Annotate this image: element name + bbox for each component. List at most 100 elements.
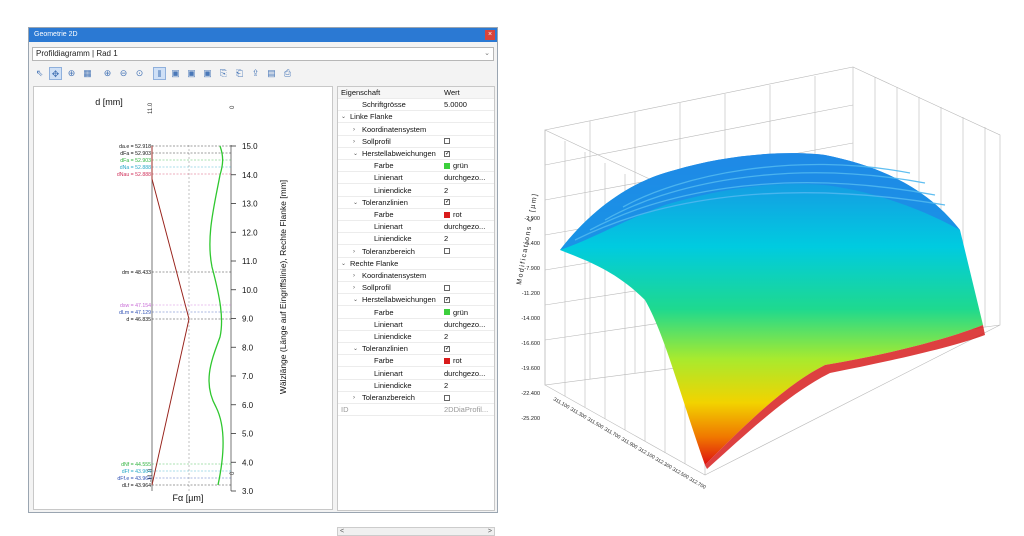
property-value[interactable]: ✓: [444, 343, 450, 355]
print-icon[interactable]: ⎙: [283, 68, 292, 78]
property-value[interactable]: [444, 246, 450, 258]
z-tick-label: -19.600: [521, 366, 540, 372]
property-row[interactable]: ⌄ Herstellabweichungen ✓: [338, 294, 494, 307]
base-tick-label: 311.100: [552, 397, 571, 411]
property-row[interactable]: ⌄ Herstellabweichungen ✓: [338, 148, 494, 160]
property-value[interactable]: 2: [444, 380, 449, 390]
property-row[interactable]: Farbe rot: [338, 209, 494, 221]
property-row[interactable]: Linienart durchgezo...: [338, 368, 494, 380]
property-value[interactable]: ✓: [444, 294, 450, 306]
property-value[interactable]: 2: [444, 332, 449, 341]
property-row[interactable]: ⌄ Rechte Flanke: [338, 258, 494, 270]
property-value[interactable]: 2: [444, 185, 449, 195]
property-grid: Eigenschaft Wert Schriftgrösse 5.0000 ⌄ Lin…: [337, 86, 495, 511]
checkbox-icon[interactable]: ✓: [444, 296, 451, 303]
expand-right-icon[interactable]: ›: [353, 395, 355, 401]
zoom-window-icon[interactable]: ⊕: [67, 68, 76, 78]
expand-right-icon[interactable]: ›: [353, 248, 355, 255]
property-value[interactable]: grün: [444, 160, 468, 172]
diagram-select[interactable]: Profildiagramm | Rad 1 ⌄: [32, 47, 494, 61]
expand-down-icon[interactable]: ⌄: [353, 199, 359, 206]
property-value[interactable]: 5.0000: [444, 100, 467, 110]
property-row[interactable]: ID 2DDiaProfil...: [338, 404, 494, 417]
property-value[interactable]: ✓: [444, 197, 450, 209]
copy-icon[interactable]: ⎘: [219, 68, 228, 78]
property-row[interactable]: Farbe grün: [338, 160, 494, 173]
expand-down-icon[interactable]: ⌄: [353, 297, 359, 304]
property-row[interactable]: › Toleranzbereich: [338, 392, 494, 404]
property-row[interactable]: ⌄ Toleranzlinien ✓: [338, 343, 494, 356]
expand-right-icon[interactable]: ›: [353, 138, 355, 145]
checkbox-icon[interactable]: [444, 284, 450, 291]
zoom-out-icon[interactable]: ⊖: [119, 68, 128, 78]
property-value[interactable]: durchgezo...: [444, 173, 486, 183]
view-1-icon[interactable]: ▣: [171, 68, 180, 78]
property-row[interactable]: Liniendicke 2: [338, 331, 494, 343]
checkbox-icon[interactable]: [444, 394, 450, 401]
chevron-down-icon: ⌄: [484, 50, 490, 57]
scroll-left-button[interactable]: <: [340, 528, 345, 535]
close-button[interactable]: ×: [485, 30, 495, 40]
checkbox-icon[interactable]: [444, 248, 450, 255]
export-icon[interactable]: ⇪: [251, 68, 260, 78]
zoom-fit-icon[interactable]: ⊙: [135, 68, 144, 78]
property-value[interactable]: durchgezo...: [444, 319, 486, 329]
property-row[interactable]: › Koordinatensystem: [338, 270, 494, 282]
checkbox-icon[interactable]: ✓: [444, 345, 451, 352]
property-row[interactable]: › Sollprofil: [338, 282, 494, 295]
property-row[interactable]: ⌄ Toleranzlinien ✓: [338, 197, 494, 209]
expand-down-icon[interactable]: ⌄: [341, 260, 347, 267]
checkbox-icon[interactable]: [444, 138, 450, 145]
property-value[interactable]: ✓: [444, 148, 450, 160]
expand-down-icon[interactable]: ⌄: [353, 346, 359, 353]
property-value[interactable]: rot: [444, 209, 462, 221]
window-titlebar: Geometrie 2D ×: [29, 28, 497, 42]
scroll-right-button[interactable]: >: [487, 528, 492, 535]
property-value[interactable]: durchgezo...: [444, 222, 486, 232]
property-value[interactable]: [444, 282, 450, 294]
save-icon[interactable]: ▤: [267, 68, 276, 78]
property-value[interactable]: grün: [444, 307, 468, 319]
profile-diagram: d [mm] Fα [µm] Wälzlänge (Länge auf Eing…: [33, 86, 333, 510]
property-value[interactable]: 2: [444, 234, 449, 244]
property-row[interactable]: Linienart durchgezo...: [338, 319, 494, 331]
checkbox-icon[interactable]: ✓: [444, 150, 451, 157]
property-row[interactable]: Liniendicke 2: [338, 233, 494, 246]
property-row[interactable]: Linienart durchgezo...: [338, 221, 494, 234]
property-row[interactable]: ⌄ Linke Flanke: [338, 111, 494, 124]
property-row[interactable]: Liniendicke 2: [338, 185, 494, 197]
expand-down-icon[interactable]: ⌄: [353, 151, 359, 157]
table-icon[interactable]: ▦: [83, 68, 92, 78]
mirror-axis-icon[interactable]: ⦀: [153, 67, 166, 80]
property-row[interactable]: › Koordinatensystem: [338, 124, 494, 136]
property-row[interactable]: › Toleranzbereich: [338, 246, 494, 258]
property-name: Sollprofil: [362, 136, 391, 146]
property-row[interactable]: Farbe grün: [338, 307, 494, 319]
color-value: grün: [453, 161, 469, 171]
property-value[interactable]: [444, 136, 450, 148]
view-2-icon[interactable]: ▣: [187, 68, 196, 78]
property-value[interactable]: rot: [444, 355, 462, 367]
property-row[interactable]: Liniendicke 2: [338, 380, 494, 392]
expand-right-icon[interactable]: ›: [353, 285, 355, 292]
expand-right-icon[interactable]: ›: [353, 126, 355, 133]
checkbox-icon[interactable]: ✓: [444, 199, 451, 206]
property-value[interactable]: [444, 392, 450, 404]
property-row[interactable]: Linienart durchgezo...: [338, 172, 494, 185]
expand-right-icon[interactable]: ›: [353, 273, 355, 279]
zoom-in-icon[interactable]: ⊕: [103, 68, 112, 78]
property-row[interactable]: Schriftgrösse 5.0000: [338, 99, 494, 112]
paste-icon[interactable]: ⎗: [235, 68, 244, 78]
z-tick-label: -25.200: [521, 416, 540, 422]
y-tick-label: 14.0: [242, 171, 258, 180]
property-value[interactable]: durchgezo...: [444, 368, 486, 378]
expand-down-icon[interactable]: ⌄: [341, 114, 347, 121]
diameter-label: dLf = 43.964: [122, 483, 151, 489]
property-row[interactable]: Farbe rot: [338, 355, 494, 368]
property-row[interactable]: › Sollprofil: [338, 136, 494, 148]
property-value[interactable]: 2DDiaProfil...: [444, 405, 489, 415]
left-axis-top-label: 11.0: [148, 102, 154, 114]
pointer-icon[interactable]: ⇖: [35, 68, 44, 78]
view-3-icon[interactable]: ▣: [203, 68, 212, 78]
move-icon[interactable]: ✥: [49, 67, 62, 80]
